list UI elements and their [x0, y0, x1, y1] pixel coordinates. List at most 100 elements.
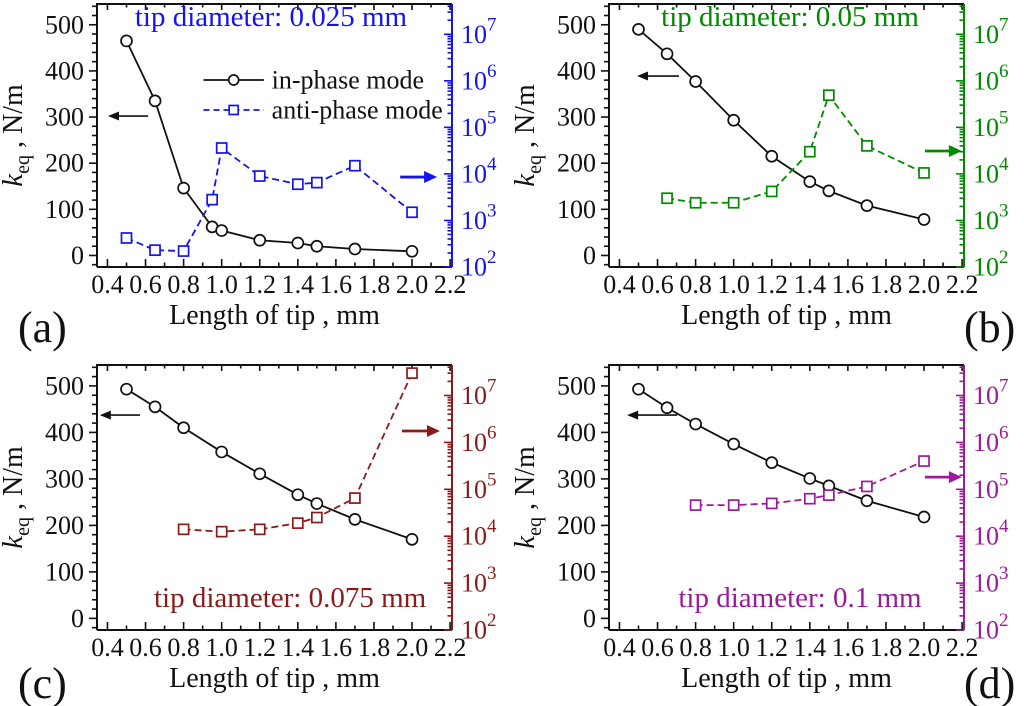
- in-phase-point: [917, 510, 931, 524]
- anti-phase-point: [689, 499, 702, 511]
- x-tick-label: 0.6: [641, 270, 674, 299]
- in-phase-line: [125, 40, 413, 253]
- x-tick-label: 1.6: [832, 633, 865, 662]
- in-phase-point: [917, 213, 931, 226]
- left-tick-label: 300: [45, 464, 84, 493]
- legend-circle-marker: [227, 74, 240, 86]
- x-tick-label: 1.8: [358, 270, 391, 299]
- panel-d: 0.4 0.6 0.8 1.0 1.2 1.4 1.6 1.8 2.0 2.2 0 100 200 300…: [509, 353, 1024, 706]
- left-tick-label: 300: [45, 103, 84, 132]
- right-tick-label: 102: [973, 247, 1009, 282]
- in-phase-point: [405, 244, 419, 258]
- right-tick-label: 103: [461, 200, 497, 235]
- left-tick-label: 500: [557, 371, 596, 400]
- x-tick-label: 0.6: [641, 633, 674, 662]
- x-tick-label: 1.0: [205, 633, 238, 662]
- chart-b: 0.4 0.6 0.8 1.0 1.2 1.4 1.6 1.8 2.0 2.2 0 100 200 300…: [509, 1, 1015, 352]
- anti-phase-point: [918, 167, 930, 179]
- anti-phase-point: [765, 497, 778, 510]
- in-phase-point: [348, 513, 362, 526]
- x-tick-label: 1.8: [870, 270, 903, 299]
- x-axis-title: Length of tip , mm: [681, 663, 892, 694]
- x-tick-label: 0.4: [91, 270, 124, 299]
- left-tick-label: 500: [45, 10, 84, 39]
- in-phase-point: [291, 236, 305, 250]
- anti-phase-point: [311, 176, 323, 189]
- in-phase-point: [660, 47, 674, 61]
- anti-phase-line: [126, 146, 413, 252]
- right-tick-label: 105: [461, 469, 497, 504]
- x-tick-label: 1.8: [870, 633, 903, 662]
- panel-letter: (d): [964, 659, 1015, 706]
- x-tick-label: 0.4: [603, 633, 636, 662]
- legend-label: in-phase mode: [272, 66, 424, 95]
- right-tick-label: 103: [461, 563, 497, 598]
- x-tick-label: 1.0: [717, 633, 750, 662]
- anti-phase-point: [861, 140, 873, 152]
- anti-phase-point: [349, 159, 361, 172]
- left-tick-label: 400: [45, 418, 84, 447]
- left-axis-arrow-icon: [637, 71, 679, 81]
- left-tick-label: 100: [45, 195, 84, 224]
- x-tick-label: 2.0: [396, 633, 429, 662]
- x-tick-label: 1.6: [320, 270, 353, 299]
- in-phase-point: [348, 242, 362, 256]
- anti-phase-point: [661, 192, 673, 205]
- left-tick-label: 200: [45, 149, 84, 178]
- right-tick-label: 102: [461, 610, 497, 645]
- x-tick-label: 2.2: [434, 633, 467, 662]
- x-tick-label: 1.6: [320, 633, 353, 662]
- x-axis-title: Length of tip , mm: [681, 300, 892, 331]
- panel-b: 0.4 0.6 0.8 1.0 1.2 1.4 1.6 1.8 2.0 2.2 0 100 200 300…: [509, 0, 1024, 353]
- right-tick-label: 105: [973, 469, 1009, 504]
- anti-phase-point: [765, 185, 778, 198]
- x-tick-label: 0.6: [129, 270, 162, 299]
- right-ticks: [444, 366, 452, 631]
- panel-title: tip diameter: 0.025 mm: [135, 1, 408, 33]
- anti-phase-point: [823, 89, 835, 102]
- right-ticks: [956, 5, 964, 268]
- left-tick-label: 200: [45, 511, 84, 540]
- in-phase-point: [148, 400, 162, 414]
- x-tick-label: 0.8: [679, 633, 712, 662]
- anti-phase-point: [406, 206, 418, 219]
- anti-phase-point: [177, 523, 190, 536]
- left-axis-arrow-icon: [627, 410, 678, 420]
- left-tick-label: 100: [557, 195, 596, 224]
- left-tick-label: 500: [557, 10, 596, 39]
- left-tick-label: 300: [557, 464, 596, 493]
- left-tick-label: 0: [583, 604, 596, 633]
- y-axis-title: keq , N/m: [0, 446, 34, 549]
- in-phase-point: [727, 113, 741, 127]
- panel-letter: (a): [18, 303, 67, 352]
- in-phase-point: [632, 23, 645, 36]
- left-tick-label: 100: [557, 557, 596, 586]
- panel-title: tip diameter: 0.1 mm: [678, 582, 922, 614]
- x-tick-label: 1.2: [755, 633, 788, 662]
- left-tick-label: 200: [557, 511, 596, 540]
- in-phase-point: [689, 75, 702, 88]
- y-axis-title: keq , N/m: [509, 84, 546, 187]
- x-tick-label: 1.4: [282, 270, 315, 299]
- anti-phase-point: [177, 245, 190, 257]
- x-tick-label: 1.8: [358, 633, 391, 662]
- x-tick-label: 1.4: [794, 270, 827, 299]
- anti-phase-point: [120, 232, 133, 244]
- x-tick-label: 1.4: [282, 633, 315, 662]
- anti-phase-point: [291, 517, 304, 529]
- left-tick-label: 200: [557, 149, 596, 178]
- right-tick-label: 104: [461, 153, 497, 188]
- x-tick-label: 1.0: [205, 270, 238, 299]
- in-phase-point: [120, 382, 133, 396]
- anti-phase-line: [666, 93, 925, 204]
- anti-phase-point: [689, 196, 702, 209]
- in-phase-point: [253, 233, 267, 247]
- right-tick-label: 104: [973, 153, 1009, 188]
- x-tick-label: 2.0: [908, 270, 941, 299]
- x-tick-label: 2.2: [946, 270, 979, 299]
- in-phase-point: [727, 437, 741, 451]
- left-tick-label: 400: [557, 418, 596, 447]
- anti-phase-point: [803, 145, 816, 158]
- black-ticks: [601, 365, 963, 630]
